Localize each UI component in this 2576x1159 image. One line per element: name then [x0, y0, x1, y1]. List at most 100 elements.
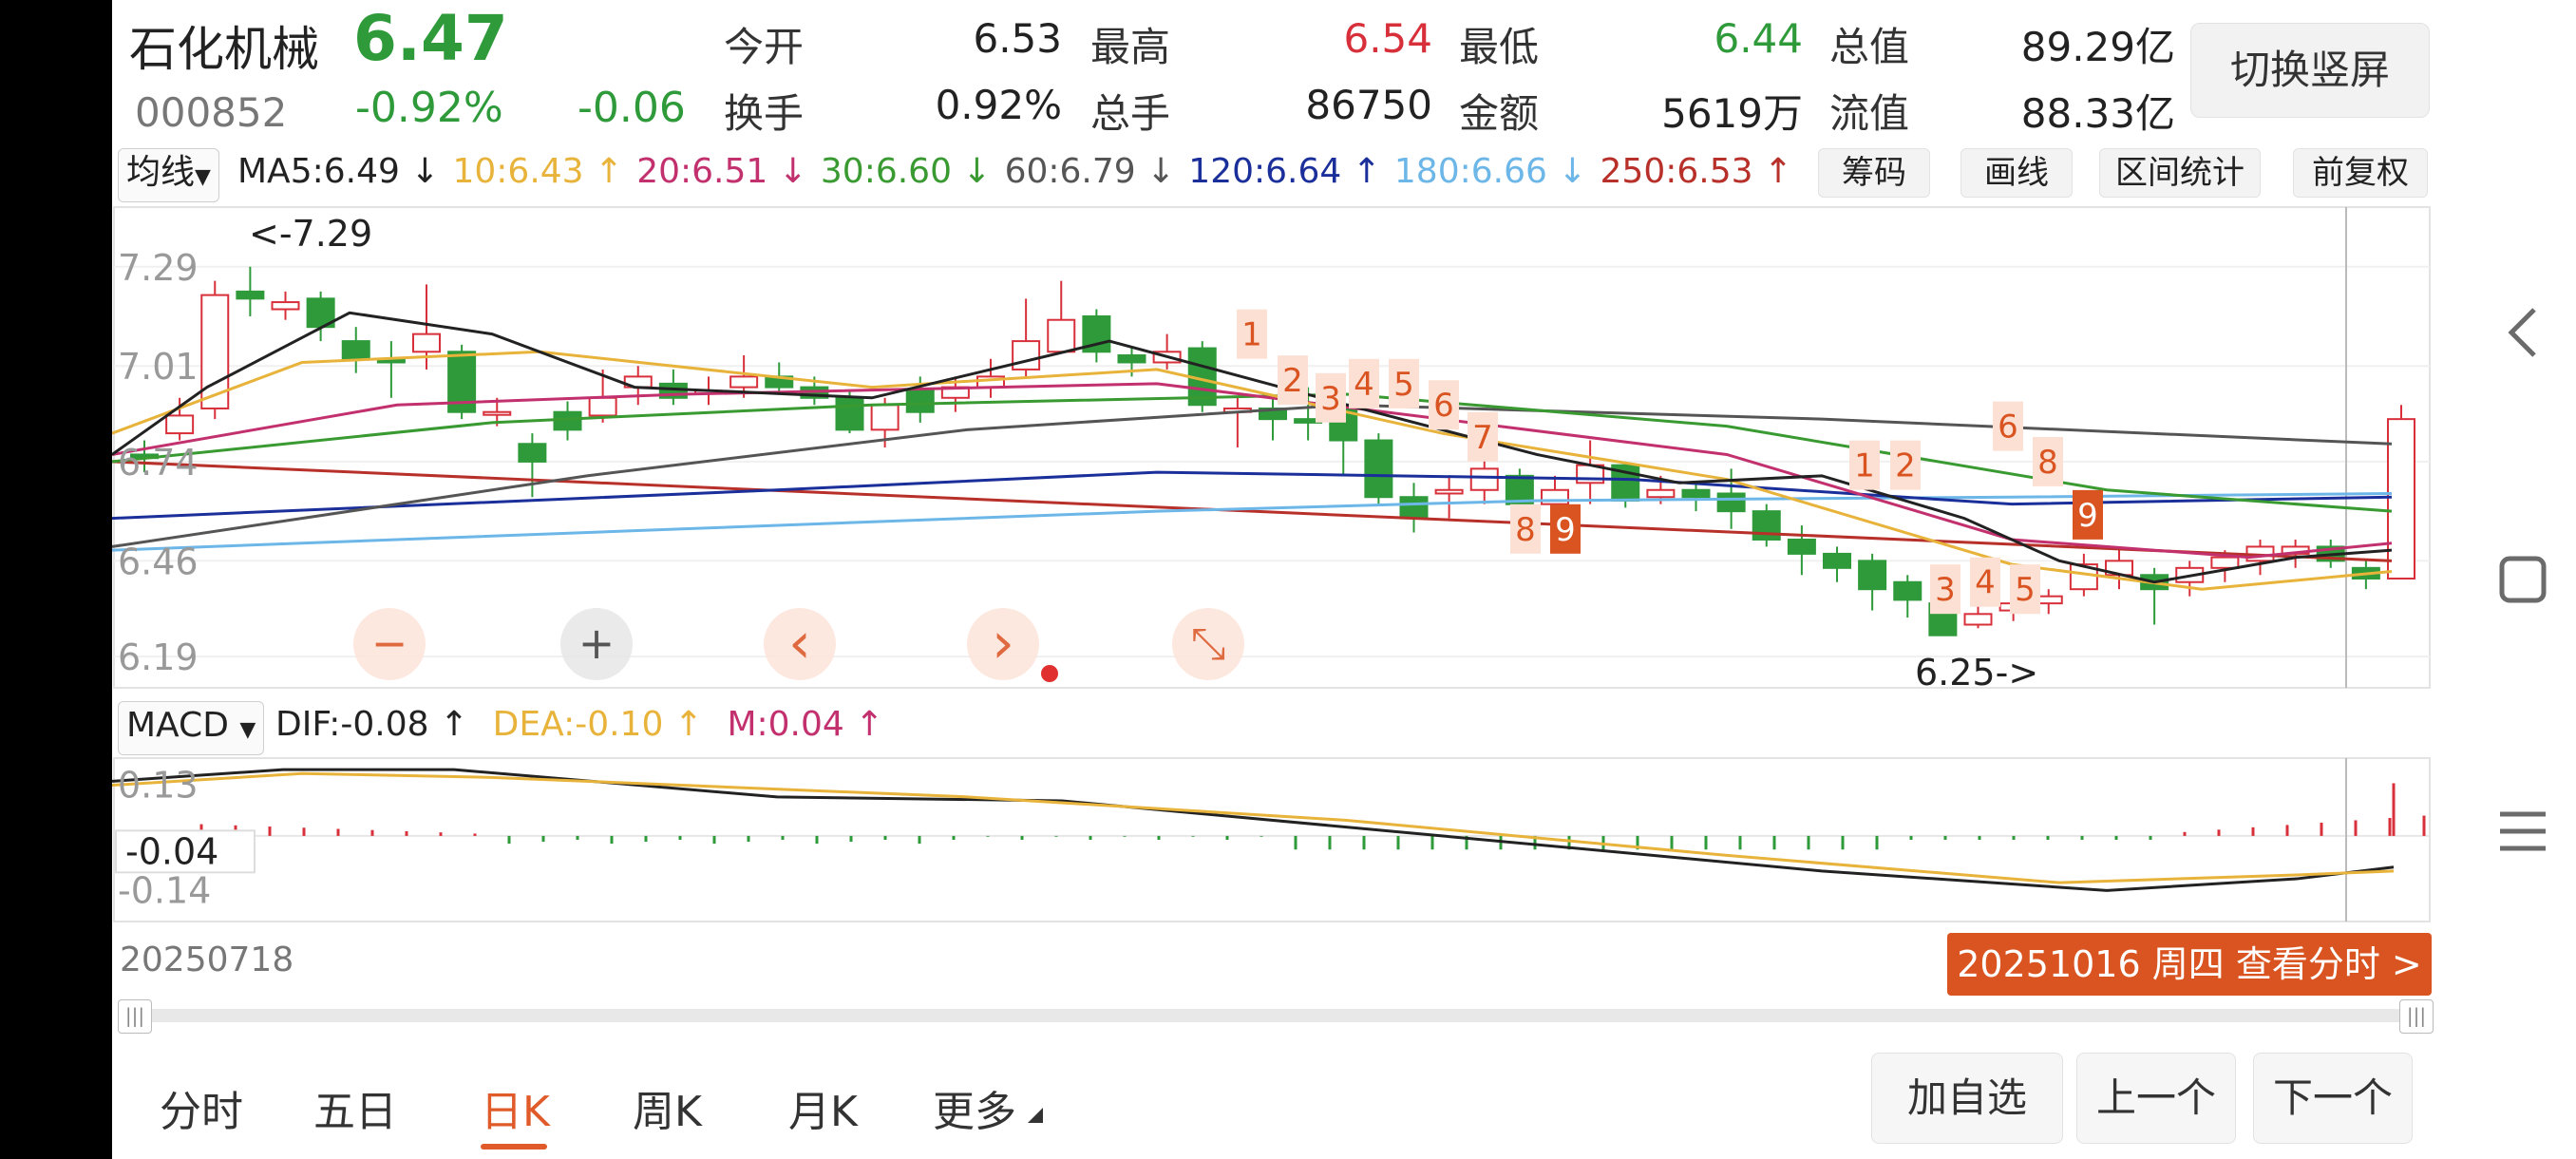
more-corner-icon — [1028, 1108, 1043, 1123]
sequence-count-box — [2010, 564, 2040, 615]
m-value: M:0.04 — [727, 705, 844, 744]
ma30-line — [112, 392, 2393, 513]
macd-tick-label: 0.13 — [118, 765, 199, 807]
draw-line-button[interactable]: 画线 — [1960, 148, 2073, 198]
ma-values: MA5:6.49 ↓ 10:6.43 ↑ 20:6.51 ↓ 30:6.60 ↓ 60:… — [237, 152, 1806, 191]
view-intraday-button[interactable]: 20251016 周四 查看分时 > — [1947, 933, 2432, 996]
zoom-out-button[interactable]: − — [353, 608, 426, 680]
sequence-count-box — [1890, 440, 1921, 490]
sequence-count-box — [1510, 504, 1541, 554]
change-percent: -0.92% — [355, 84, 503, 132]
sequence-count-label: 2 — [1282, 362, 1303, 400]
range-handle-left[interactable]: ||| — [118, 999, 152, 1034]
adjust-button[interactable]: 前复权 — [2293, 148, 2428, 198]
candle-body — [1434, 488, 1464, 495]
tab-weekly-k[interactable]: 周K — [633, 1088, 702, 1136]
ma60-line — [112, 403, 2393, 548]
ma-value-1: 10:6.43 ↑ — [452, 152, 624, 191]
up-arrow-icon: ↑ — [855, 705, 884, 744]
sequence-count-label: 4 — [1354, 366, 1374, 404]
sequence-count-label: 5 — [1393, 366, 1414, 404]
indicator-selector-label: MACD — [126, 706, 229, 745]
up-arrow-icon: ↑ — [673, 705, 703, 744]
sequence-count-label: 7 — [1472, 419, 1493, 457]
up-arrow-icon: ↑ — [439, 705, 469, 744]
shrink-button[interactable]: ⤡ — [1172, 608, 1244, 680]
candle-body — [1716, 492, 1746, 513]
active-tab-underline — [481, 1144, 547, 1150]
sequence-count-label: 6 — [1998, 408, 2018, 446]
sequence-count-label: 8 — [1515, 511, 1536, 549]
zoom-in-button[interactable]: + — [560, 608, 633, 680]
ma-value-0: MA5:6.49 ↓ — [237, 152, 440, 191]
candle-body — [1187, 347, 1217, 407]
back-icon[interactable] — [2504, 304, 2542, 361]
next-stock-button[interactable]: 下一个 — [2253, 1053, 2413, 1144]
tab-intraday[interactable]: 分时 — [160, 1088, 243, 1136]
sequence-count-box — [1429, 380, 1459, 430]
tab-daily-k[interactable]: 日K — [481, 1088, 550, 1136]
tab-monthly-k[interactable]: 月K — [788, 1088, 858, 1136]
home-icon[interactable] — [2498, 555, 2548, 604]
volume-label: 总手 — [1090, 90, 1171, 137]
switch-portrait-button[interactable]: 切换竖屏 — [2190, 23, 2430, 118]
candle-body — [1117, 354, 1146, 364]
sequence-count-label: 5 — [2015, 571, 2036, 609]
macd-chart[interactable]: 0.13 -0.04-0.14 — [112, 756, 2432, 923]
y-tick-label: 7.01 — [118, 346, 199, 388]
ma-value-7: 250:6.53 ↑ — [1600, 152, 1793, 191]
ma-selector[interactable]: 均线▼ — [118, 148, 219, 202]
indicator-selector[interactable]: MACD ▼ — [118, 701, 265, 755]
range-handle-right[interactable]: ||| — [2399, 999, 2434, 1034]
candle-body — [1646, 488, 1676, 499]
y-tick-label: 6.46 — [118, 541, 199, 582]
next-candle-button[interactable]: › — [967, 608, 1039, 680]
candle-body — [2387, 418, 2415, 580]
y-tick-label: 6.74 — [118, 442, 199, 484]
ma-value-2: 20:6.51 ↓ — [636, 152, 807, 191]
high-value: 6.54 — [1343, 15, 1432, 62]
kline-frame — [113, 206, 2431, 689]
chevron-down-icon: ▼ — [239, 718, 256, 742]
sequence-count-label: 6 — [1433, 387, 1454, 425]
sequence-count-label: 8 — [2037, 444, 2058, 482]
candle-body — [1681, 488, 1711, 499]
menu-icon[interactable] — [2498, 809, 2548, 853]
range-stats-button[interactable]: 区间统计 — [2099, 148, 2261, 198]
range-scrollbar[interactable] — [118, 1009, 2432, 1022]
stock-name: 石化机械 — [129, 22, 319, 77]
macd-cursor-box — [115, 829, 256, 874]
high-label: 最高 — [1090, 24, 1171, 70]
prev-stock-button[interactable]: 上一个 — [2076, 1053, 2236, 1144]
ma-value-4: 60:6.79 ↓ — [1004, 152, 1176, 191]
sequence-count-box — [1349, 358, 1379, 408]
candle-body — [1047, 318, 1076, 353]
candle-body — [588, 396, 617, 417]
sequence-count-box — [1468, 411, 1498, 462]
y-tick-label: 7.29 — [118, 247, 199, 289]
candle-body — [1893, 580, 1923, 601]
candle-body — [835, 396, 864, 431]
sequence-count-box — [1237, 309, 1267, 359]
open-label: 今开 — [724, 24, 805, 70]
tab-five-day[interactable]: 五日 — [313, 1088, 397, 1136]
sequence-count-box — [1278, 355, 1308, 406]
open-value: 6.53 — [973, 15, 1062, 62]
candle-body — [341, 340, 370, 360]
sequence-count-label: 9 — [2077, 497, 2098, 535]
candle-body — [236, 290, 265, 300]
macd-tick-label: -0.14 — [118, 869, 211, 911]
chips-button[interactable]: 筹码 — [1818, 148, 1930, 198]
ma-value-6: 180:6.66 ↓ — [1393, 152, 1587, 191]
candle-body — [1541, 488, 1569, 505]
macd-values: DIF:-0.08 ↑ DEA:-0.10 ↑ M:0.04 ↑ — [275, 705, 883, 744]
candle-body — [483, 410, 512, 416]
turnover-value: 0.92% — [935, 82, 1062, 128]
add-watchlist-button[interactable]: 加自选 — [1871, 1053, 2063, 1144]
sequence-count-box — [1849, 440, 1880, 490]
dea-line — [112, 771, 2395, 884]
prev-candle-button[interactable]: ‹ — [764, 608, 836, 680]
sequence-count-label: 1 — [1241, 316, 1262, 354]
tab-more[interactable]: 更多 — [933, 1088, 1016, 1136]
